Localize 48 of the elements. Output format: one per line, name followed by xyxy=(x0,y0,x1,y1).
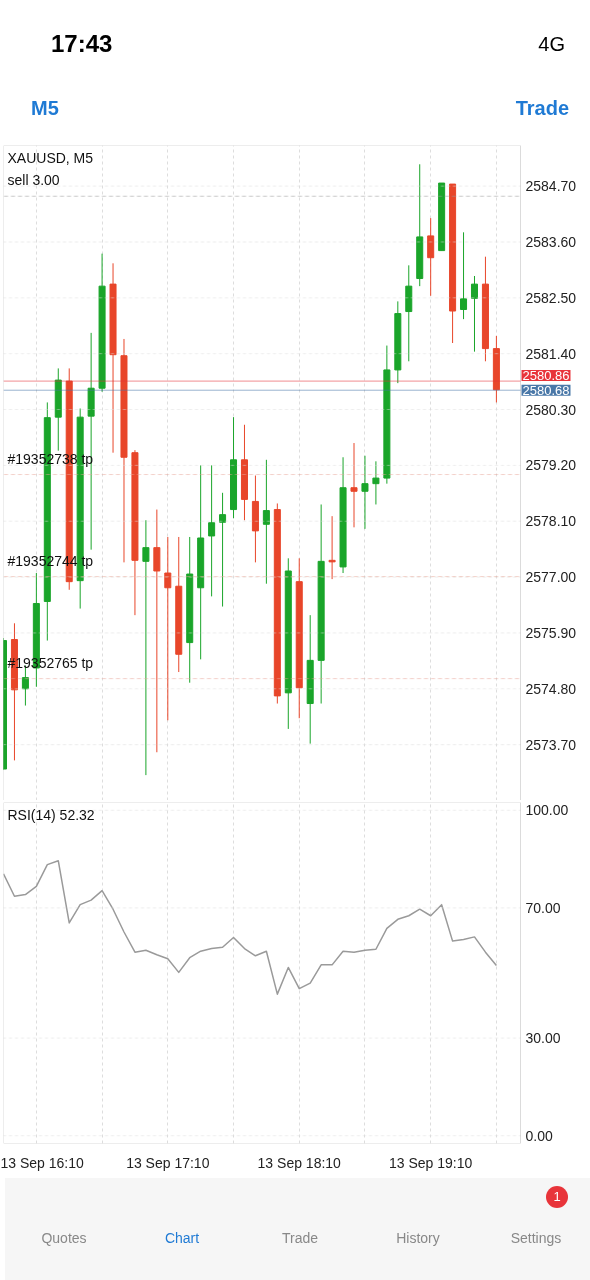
ref-line-label: 2580.86 xyxy=(522,368,570,384)
y-tick-label: 2579.20 xyxy=(525,457,577,474)
text: 4G xyxy=(538,31,565,57)
y-tick-label: 2581.40 xyxy=(525,345,577,362)
candlestick xyxy=(460,231,468,320)
y-tick-label: 100.00 xyxy=(525,802,569,819)
y-tick-label: 70.00 xyxy=(525,899,561,916)
candlestick xyxy=(427,217,435,297)
text: Trade xyxy=(280,1229,320,1248)
chart-title: RSI(14) 52.32 xyxy=(7,806,95,823)
candlestick xyxy=(208,464,216,597)
text: Settings xyxy=(510,1230,562,1246)
y-tick-label: 2577.00 xyxy=(525,569,577,586)
y-tick-label: 2582.50 xyxy=(525,289,577,306)
y-tick-label: 2574.80 xyxy=(525,680,577,697)
text: M5 xyxy=(31,95,59,121)
candlestick xyxy=(153,509,161,753)
candlestick xyxy=(142,519,150,776)
text: History xyxy=(395,1229,441,1248)
candlestick xyxy=(350,442,358,528)
candlestick xyxy=(328,515,336,580)
y-tick-label: 2578.10 xyxy=(525,513,577,530)
candlestick xyxy=(262,459,270,585)
candlestick xyxy=(164,536,172,721)
text: Chart xyxy=(163,1229,201,1248)
text: Trade xyxy=(515,95,569,121)
candlestick xyxy=(361,455,369,530)
candlestick xyxy=(372,460,380,505)
ref-line-label: sell 3.00 xyxy=(7,172,60,189)
text: Quotes xyxy=(40,1229,88,1248)
y-tick-label: 2583.60 xyxy=(525,233,577,250)
x-tick-label: 13 Sep 17:10 xyxy=(126,1154,210,1171)
x-tick-label: 13 Sep 16:10 xyxy=(0,1154,85,1171)
y-tick-label: 30.00 xyxy=(525,1030,561,1047)
y-tick-label: 2580.30 xyxy=(525,401,577,418)
y-tick-label: 2584.70 xyxy=(525,178,577,195)
y-tick-label: 0.00 xyxy=(525,1127,553,1144)
y-tick-label: 2573.70 xyxy=(525,736,577,753)
x-tick-label: 13 Sep 19:10 xyxy=(389,1154,473,1171)
chart-title: XAUUSD, M5 xyxy=(7,149,94,166)
text: 1 xyxy=(546,1186,568,1208)
text: 17:43 xyxy=(51,28,113,59)
y-tick-label: 2575.90 xyxy=(525,624,577,641)
candlestick xyxy=(470,275,479,353)
ref-line-label: 2580.68 xyxy=(522,382,570,398)
candlestick xyxy=(219,492,227,608)
line-series xyxy=(3,859,498,995)
x-tick-label: 13 Sep 18:10 xyxy=(257,1154,342,1171)
